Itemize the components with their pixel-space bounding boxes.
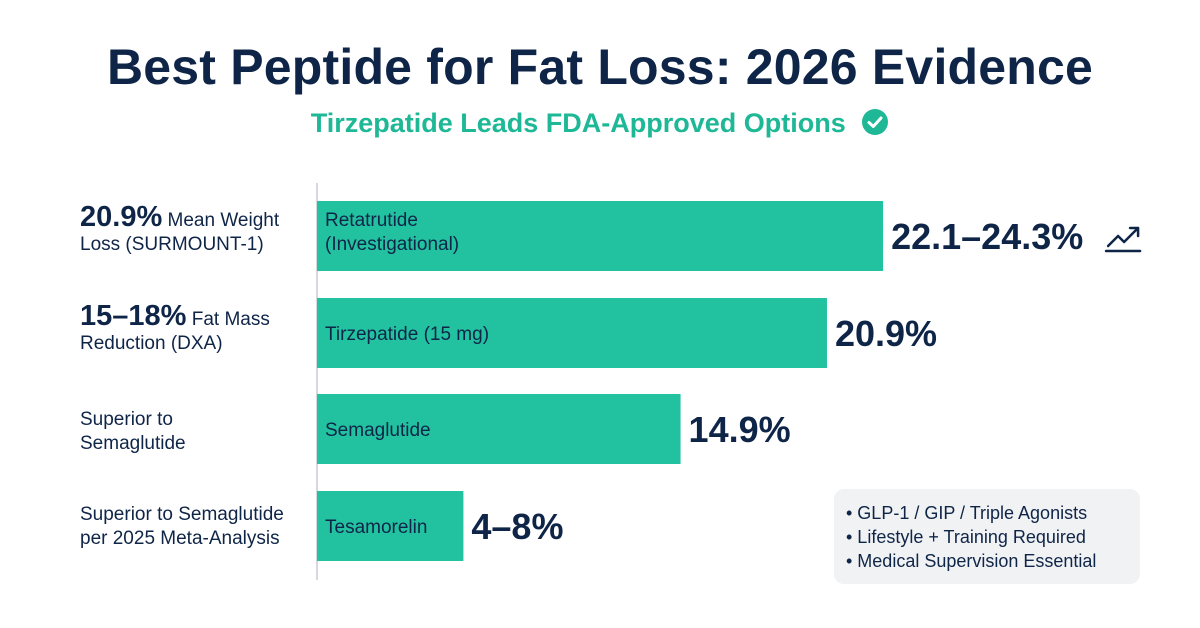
- note-weight-loss-value: 20.9%: [80, 201, 163, 233]
- note-meta-analysis-text: Superior to Semaglutide per 2025 Meta-An…: [80, 504, 284, 549]
- subtitle-text: Tirzepatide Leads FDA-Approved Options: [310, 108, 846, 138]
- note-fat-mass-text: Fat Mass Reduction (DXA): [80, 309, 270, 354]
- note-fat-mass-value: 15–18%: [80, 300, 187, 332]
- bar-category-label-1: Tirzepatide (15 mg): [325, 324, 489, 345]
- bar-value-label-3: 4–8%: [471, 506, 563, 547]
- note-fat-mass: 15–18% Fat Mass Reduction (DXA): [80, 302, 310, 356]
- note-weight-loss: 20.9% Mean Weight Loss (SURMOUNT-1): [80, 203, 310, 257]
- bar-value-label-1: 20.9%: [835, 313, 937, 354]
- bar-2: [317, 394, 681, 464]
- bar-category-label-3: Tesamorelin: [325, 517, 427, 538]
- info-item-agonists: • GLP-1 / GIP / Triple Agonists: [846, 503, 1088, 523]
- note-superior-text: Superior to Semaglutide: [80, 409, 186, 454]
- check-circle-icon: [862, 109, 889, 135]
- page-subtitle: Tirzepatide Leads FDA-Approved Options: [0, 108, 1200, 139]
- info-item-supervision: • Medical Supervision Essential: [846, 551, 1097, 571]
- bar-value-label-2: 14.9%: [689, 409, 791, 450]
- bar-value-label-0: 22.1–24.3%: [891, 216, 1083, 257]
- bar-category-label-0: Retatrutide (Investigational): [325, 210, 459, 255]
- page-title: Best Peptide for Fat Loss: 2026 Evidence: [106, 39, 1094, 95]
- note-superior: Superior to Semaglutide: [80, 408, 240, 456]
- note-meta-analysis: Superior to Semaglutide per 2025 Meta-An…: [80, 503, 310, 551]
- info-box: • GLP-1 / GIP / Triple Agonists • Lifest…: [834, 489, 1140, 584]
- note-weight-loss-text: Mean Weight Loss (SURMOUNT-1): [80, 210, 280, 255]
- bar-category-label-2: Semaglutide: [325, 420, 431, 441]
- trending-up-icon: [1104, 226, 1142, 253]
- info-item-lifestyle: • Lifestyle + Training Required: [846, 527, 1086, 547]
- bar-0: [317, 201, 884, 271]
- bar-3: [317, 491, 464, 561]
- bar-1: [317, 298, 827, 368]
